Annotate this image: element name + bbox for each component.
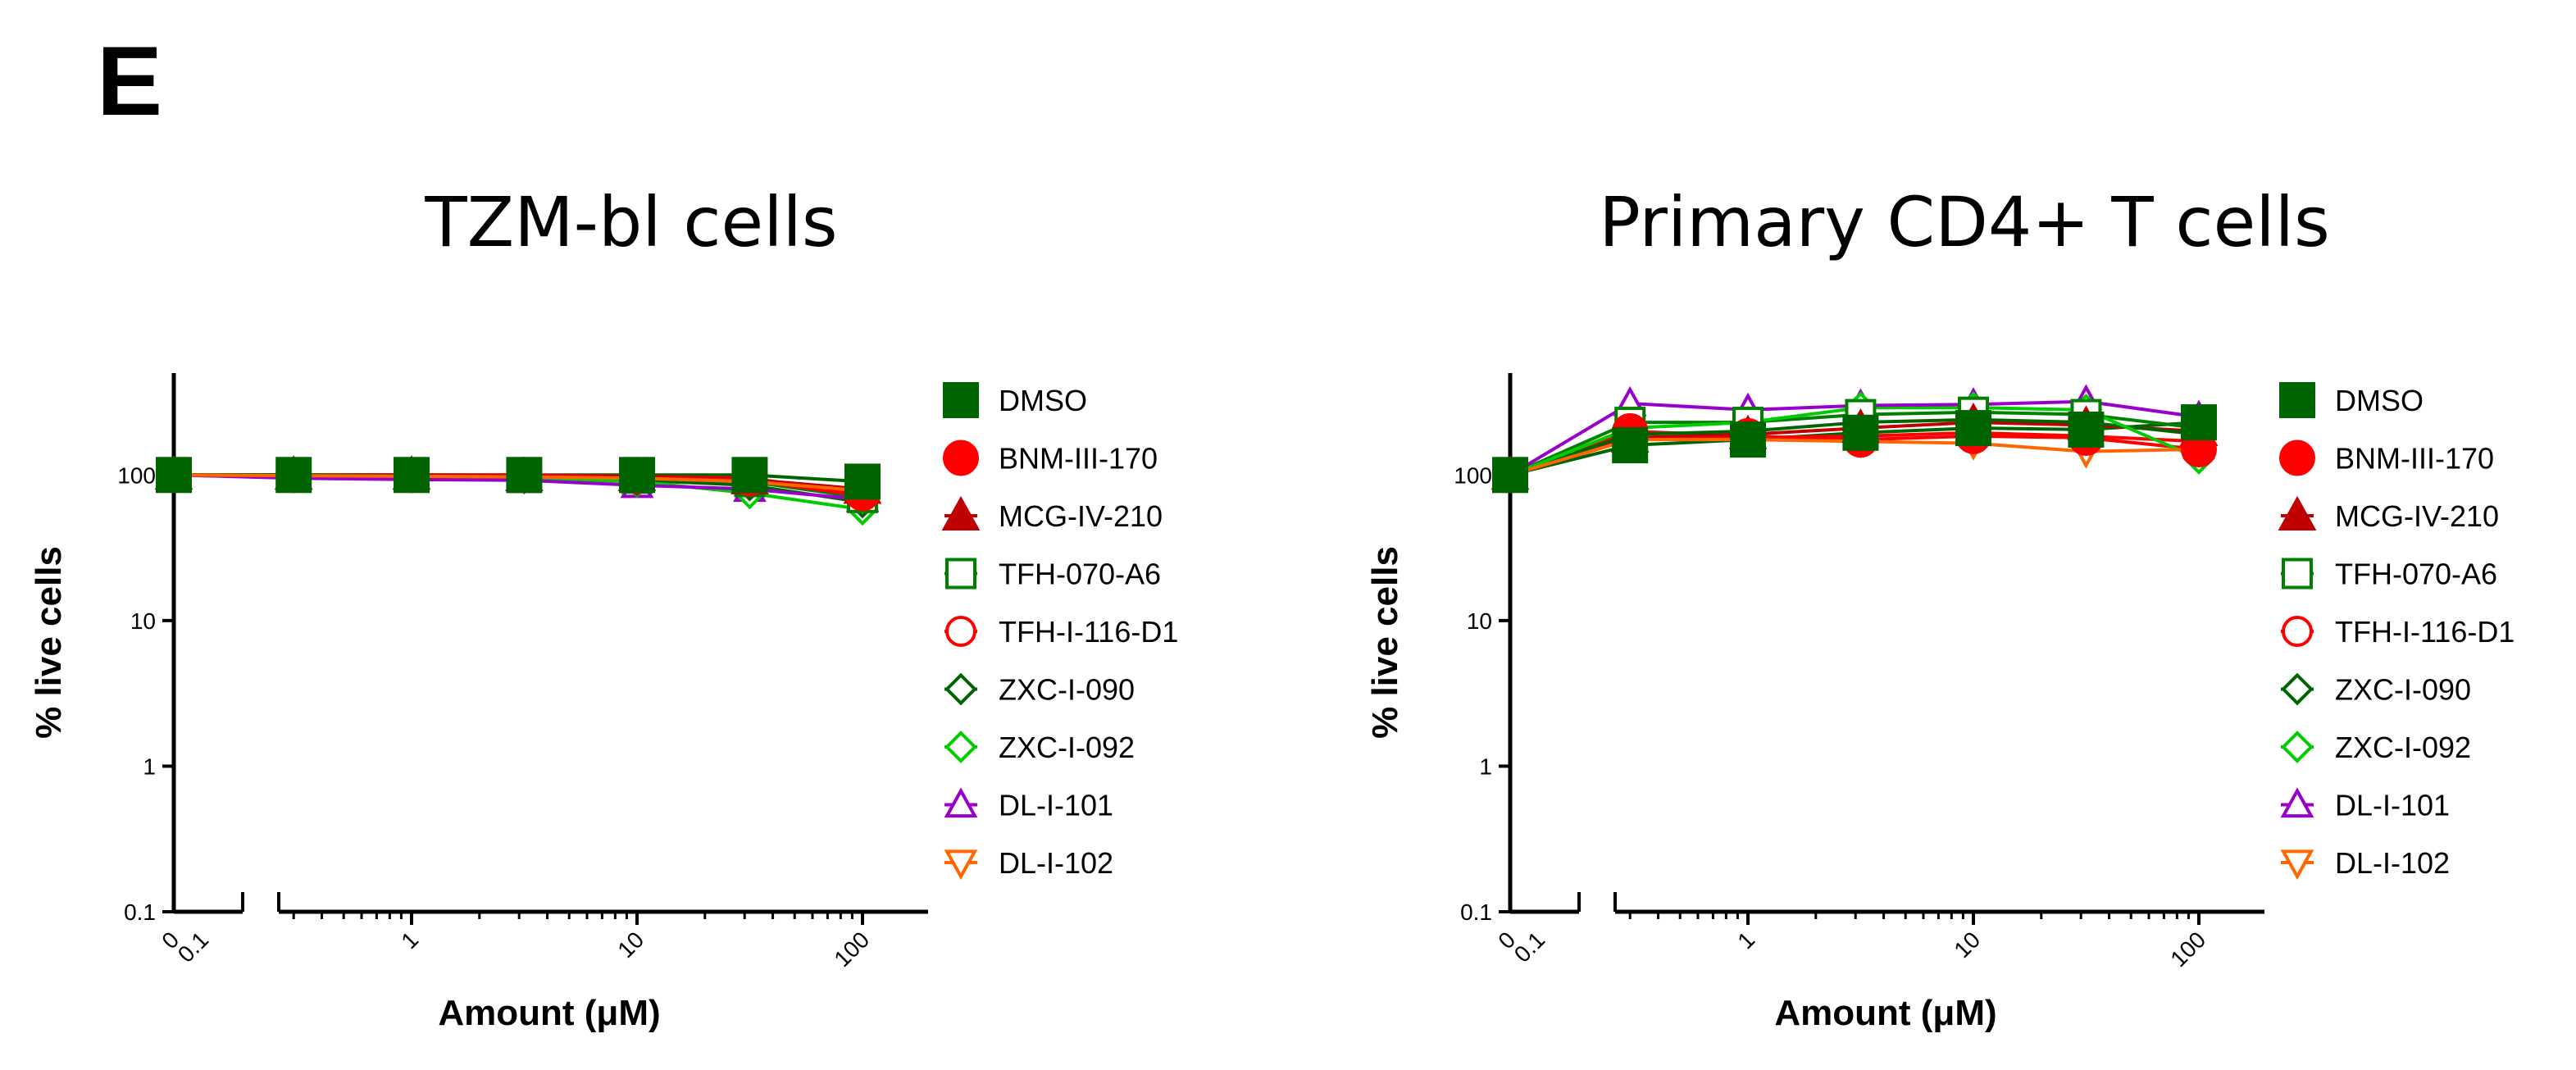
series-line-2 bbox=[1630, 421, 2200, 439]
legend-label: BNM-III-170 bbox=[2335, 442, 2494, 476]
chart-title: TZM-bl cells bbox=[424, 182, 837, 262]
data-point bbox=[731, 457, 768, 494]
legend-marker bbox=[944, 731, 977, 763]
y-tick-label: 1 bbox=[143, 754, 156, 779]
data-point bbox=[619, 457, 655, 494]
legend-label: ZXC-I-090 bbox=[2335, 673, 2471, 707]
chart-primary-cd4: Primary CD4+ T cells 0.1 1 10 100 % live cell… bbox=[1365, 182, 2515, 1033]
y-tick-label: 100 bbox=[117, 462, 156, 488]
series-connector-7 bbox=[1509, 402, 1632, 477]
x-tick-label: 10 bbox=[1949, 927, 1985, 963]
legend-marker bbox=[2281, 731, 2314, 763]
data-point bbox=[1955, 410, 1991, 447]
legend-marker bbox=[943, 439, 979, 476]
series-connector-8 bbox=[173, 473, 294, 478]
legend-marker bbox=[2278, 495, 2317, 530]
legend-label: DL-I-101 bbox=[2335, 789, 2450, 822]
legend-marker bbox=[2282, 558, 2313, 590]
y-axis-label: % live cells bbox=[1365, 546, 1405, 739]
x-tick-label: 0.1 bbox=[1509, 927, 1550, 967]
panel-letter: E bbox=[97, 26, 163, 136]
series-line-7 bbox=[294, 476, 863, 502]
legend-label: ZXC-I-092 bbox=[2335, 731, 2471, 764]
legend-marker bbox=[945, 616, 976, 647]
x-tick-label: 100 bbox=[2165, 927, 2210, 972]
legend-label: TFH-070-A6 bbox=[2335, 558, 2497, 591]
data-point bbox=[2068, 411, 2105, 448]
data-point bbox=[844, 463, 881, 500]
data-point bbox=[1842, 414, 1879, 451]
legend-label: ZXC-I-092 bbox=[999, 731, 1135, 764]
y-tick-label: 1 bbox=[1479, 754, 1492, 779]
legend-marker bbox=[2282, 616, 2313, 647]
y-axis-label: % live cells bbox=[29, 546, 69, 739]
y-tick-label: 0.1 bbox=[1460, 899, 1492, 925]
legend-marker bbox=[2279, 382, 2315, 418]
legend-label: DL-I-102 bbox=[2335, 846, 2450, 880]
legend-label: TFH-I-116-D1 bbox=[999, 615, 1178, 649]
legend-label: MCG-IV-210 bbox=[999, 499, 1163, 533]
series-line-7 bbox=[1630, 399, 2200, 419]
data-point bbox=[1730, 421, 1766, 458]
data-point-zero bbox=[156, 457, 192, 494]
legend-marker bbox=[2279, 439, 2315, 476]
series-connector-8 bbox=[1509, 438, 1631, 477]
chart-title: Primary CD4+ T cells bbox=[1599, 182, 2329, 262]
y-tick-label: 10 bbox=[130, 608, 156, 634]
data-point bbox=[275, 457, 312, 494]
legend-label: TFH-I-116-D1 bbox=[2335, 615, 2515, 649]
legend-label: DMSO bbox=[999, 384, 1087, 417]
legend-marker bbox=[2280, 849, 2314, 881]
legend-marker bbox=[945, 558, 976, 590]
legend-marker bbox=[944, 849, 978, 881]
series-line-8 bbox=[294, 474, 863, 493]
legend-marker bbox=[2281, 672, 2314, 706]
x-tick-label: 10 bbox=[612, 927, 649, 963]
x-tick-label: 100 bbox=[829, 927, 874, 972]
legend-label: DMSO bbox=[2335, 384, 2424, 417]
legend-marker bbox=[2280, 787, 2314, 818]
legend-marker bbox=[944, 787, 978, 818]
data-point bbox=[1612, 427, 1649, 464]
data-point-zero bbox=[1492, 457, 1528, 494]
y-tick-label: 100 bbox=[1454, 462, 1492, 488]
legend-label: BNM-III-170 bbox=[999, 442, 1158, 476]
x-axis-label: Amount (μM) bbox=[1774, 993, 1996, 1033]
legend-label: DL-I-101 bbox=[999, 789, 1113, 822]
data-point bbox=[394, 457, 430, 494]
legend-label: DL-I-102 bbox=[999, 846, 1113, 880]
series-line-6 bbox=[1630, 406, 2200, 460]
x-tick-label: 0.1 bbox=[173, 927, 213, 967]
y-tick-label: 0.1 bbox=[124, 899, 156, 925]
x-tick-label: 1 bbox=[396, 927, 423, 954]
legend-marker bbox=[944, 672, 977, 706]
legend-marker bbox=[941, 495, 981, 530]
series-connector-6 bbox=[1509, 426, 1631, 477]
x-tick-label: 1 bbox=[1732, 927, 1759, 954]
chart-tzm-bl: TZM-bl cells 0.1 1 10 100 % live cells 1 10 100 0… bbox=[29, 182, 1178, 1033]
legend-label: ZXC-I-090 bbox=[999, 673, 1135, 707]
legend-label: MCG-IV-210 bbox=[2335, 499, 2499, 533]
legend-marker bbox=[943, 382, 979, 418]
series-line-5 bbox=[1630, 417, 2200, 436]
y-tick-label: 10 bbox=[1467, 608, 1492, 634]
data-point bbox=[2181, 404, 2217, 441]
legend-label: TFH-070-A6 bbox=[999, 558, 1161, 591]
series-line-8 bbox=[1630, 438, 2200, 453]
x-axis-label: Amount (μM) bbox=[438, 993, 660, 1033]
data-point bbox=[506, 457, 543, 494]
